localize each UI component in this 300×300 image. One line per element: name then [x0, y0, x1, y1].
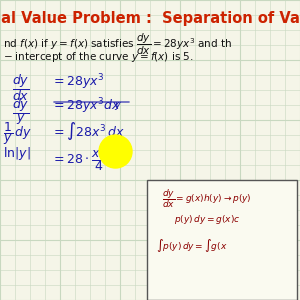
Text: $= 28yx^3$: $= 28yx^3$ [51, 72, 104, 92]
Text: $\dfrac{dy}{y}$: $\dfrac{dy}{y}$ [12, 96, 29, 127]
FancyBboxPatch shape [147, 180, 297, 300]
Text: $= \int 28x^3\,dx$: $= \int 28x^3\,dx$ [51, 120, 125, 142]
Text: $\dfrac{1}{y}\,dy$: $\dfrac{1}{y}\,dy$ [3, 120, 32, 147]
Text: $\int p(y)\,dy=\int g(x$: $\int p(y)\,dy=\int g(x$ [156, 237, 227, 254]
Text: $= 28\cdot\dfrac{x^4}{4}$: $= 28\cdot\dfrac{x^4}{4}$ [51, 145, 107, 174]
Text: $p(y)\,dy=g(x)c$: $p(y)\,dy=g(x)c$ [174, 213, 241, 226]
Text: nd $f(x)$ if $y=f(x)$ satisfies $\dfrac{dy}{dx}=28yx^3$ and th: nd $f(x)$ if $y=f(x)$ satisfies $\dfrac{… [3, 32, 232, 57]
Text: Initial Value Problem :  Separation of Variab: Initial Value Problem : Separation of Va… [0, 11, 300, 26]
Text: $-$ intercept of the curve $y=f(x)$ is 5.: $-$ intercept of the curve $y=f(x)$ is 5… [3, 50, 194, 64]
Text: $\dfrac{dy}{dx}=g(x)h(y)\to p(y)$: $\dfrac{dy}{dx}=g(x)h(y)\to p(y)$ [162, 188, 252, 210]
Text: $y$: $y$ [114, 100, 122, 112]
Text: $\ln|y|$: $\ln|y|$ [3, 145, 31, 162]
Circle shape [99, 135, 132, 168]
Text: $= 28yx^3 dx$: $= 28yx^3 dx$ [51, 96, 121, 116]
Text: $\dfrac{dy}{dx}$: $\dfrac{dy}{dx}$ [12, 72, 29, 103]
